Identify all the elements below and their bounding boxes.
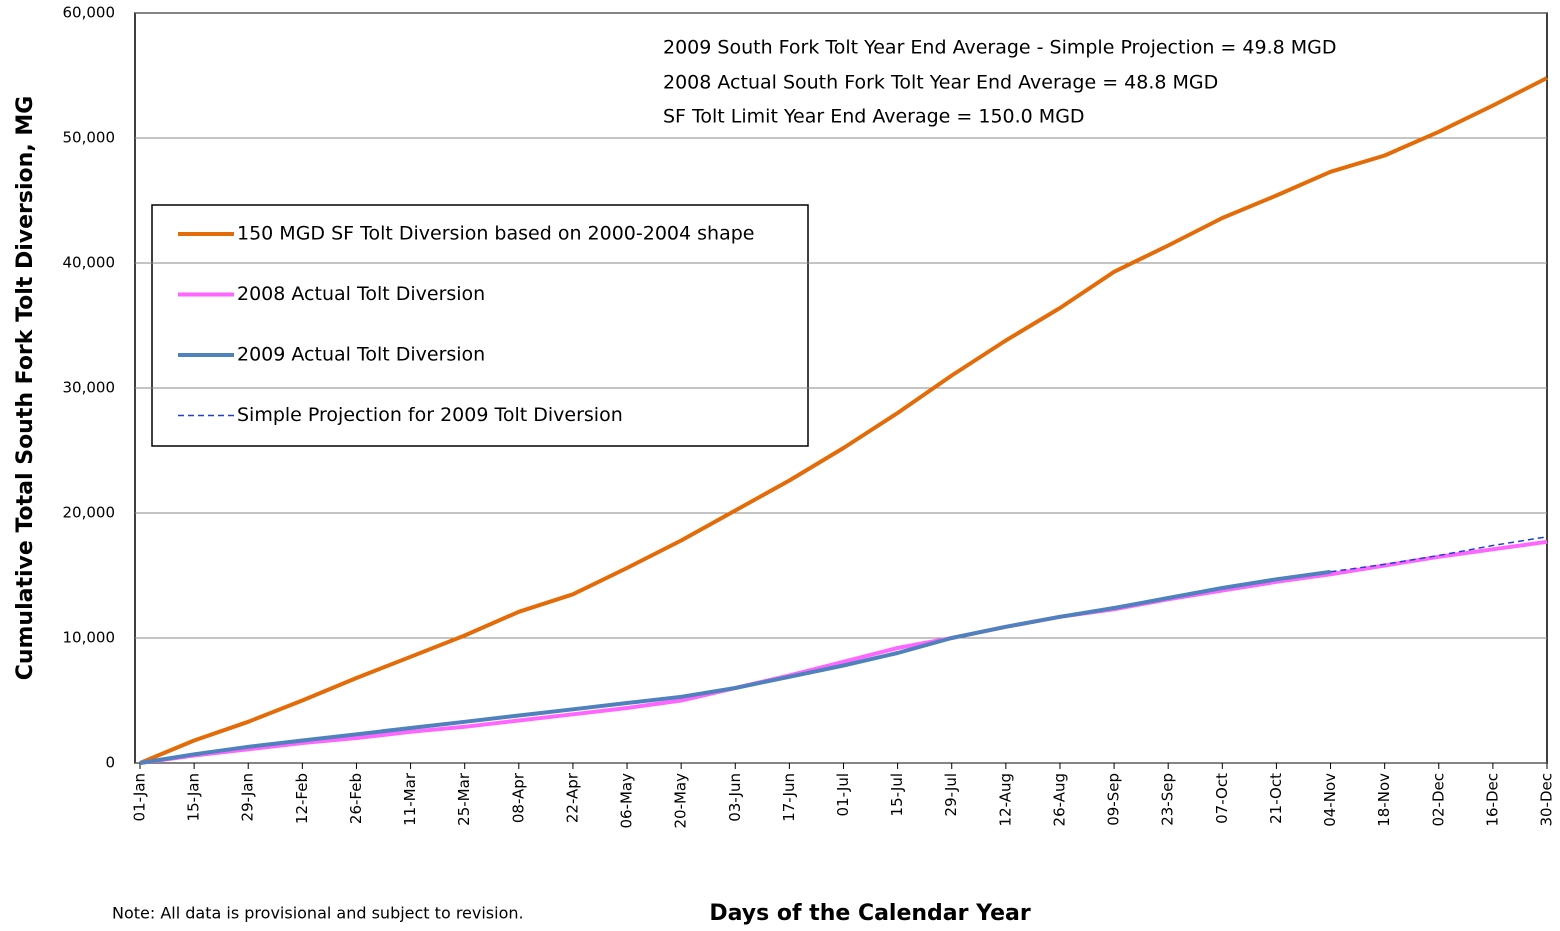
y-tick-label: 40,000 <box>63 254 116 272</box>
y-axis-title: Cumulative Total South Fork Tolt Diversi… <box>13 96 38 681</box>
x-axis-title: Days of the Calendar Year <box>709 901 1031 926</box>
x-tick-label: 25-Mar <box>455 772 473 826</box>
annotation: 2008 Actual South Fork Tolt Year End Ave… <box>663 72 1218 94</box>
x-tick-label: 02-Dec <box>1429 773 1447 827</box>
x-tick-label: 29-Jul <box>942 773 960 816</box>
x-tick-label: 01-Jul <box>834 773 852 816</box>
x-tick-label: 07-Oct <box>1213 773 1231 824</box>
series-line <box>1330 536 1548 573</box>
x-tick-label: 15-Jul <box>888 773 906 816</box>
y-tick-label: 20,000 <box>63 504 116 522</box>
x-tick-label: 15-Jan <box>185 773 203 821</box>
y-tick-label: 50,000 <box>63 129 116 147</box>
x-tick-label: 03-Jun <box>726 773 744 822</box>
y-tick-label: 0 <box>105 754 115 772</box>
series-line <box>139 539 1548 765</box>
x-tick-label: 01-Jan <box>131 773 149 821</box>
y-tick-label: 60,000 <box>63 4 116 22</box>
x-tick-label: 30-Dec <box>1538 773 1556 827</box>
x-tick-label: 26-Aug <box>1050 773 1068 826</box>
x-tick-label: 17-Jun <box>780 773 798 822</box>
y-tick-label: 30,000 <box>63 379 116 397</box>
series-line <box>139 76 1548 765</box>
legend-label: 2008 Actual Tolt Diversion <box>237 283 485 305</box>
x-tick-label: 12-Aug <box>996 773 1014 826</box>
annotation: SF Tolt Limit Year End Average = 150.0 M… <box>663 106 1085 128</box>
legend-label: 2009 Actual Tolt Diversion <box>237 344 485 366</box>
x-tick-label: 11-Mar <box>401 772 419 826</box>
legend-label: 150 MGD SF Tolt Diversion based on 2000-… <box>237 223 754 245</box>
series-line <box>139 569 1331 765</box>
y-tick-label: 10,000 <box>63 629 116 647</box>
note: Note: All data is provisional and subjec… <box>112 904 524 923</box>
x-tick-label: 20-May <box>672 773 690 829</box>
x-tick-label: 23-Sep <box>1159 773 1177 826</box>
x-tick-label: 09-Sep <box>1105 773 1123 826</box>
x-tick-label: 22-Apr <box>563 772 581 823</box>
x-tick-label: 06-May <box>618 773 636 829</box>
x-tick-label: 08-Apr <box>509 772 527 823</box>
x-tick-label: 26-Feb <box>347 773 365 824</box>
annotation: 2009 South Fork Tolt Year End Average - … <box>663 37 1336 59</box>
x-tick-label: 18-Nov <box>1375 773 1393 827</box>
legend-box <box>151 204 809 447</box>
x-tick-label: 21-Oct <box>1267 773 1285 824</box>
x-tick-label: 16-Dec <box>1483 773 1501 827</box>
x-tick-label: 04-Nov <box>1321 773 1339 827</box>
x-tick-label: 12-Feb <box>293 773 311 824</box>
x-tick-label: 29-Jan <box>239 773 257 821</box>
legend-label: Simple Projection for 2009 Tolt Diversio… <box>237 404 623 426</box>
